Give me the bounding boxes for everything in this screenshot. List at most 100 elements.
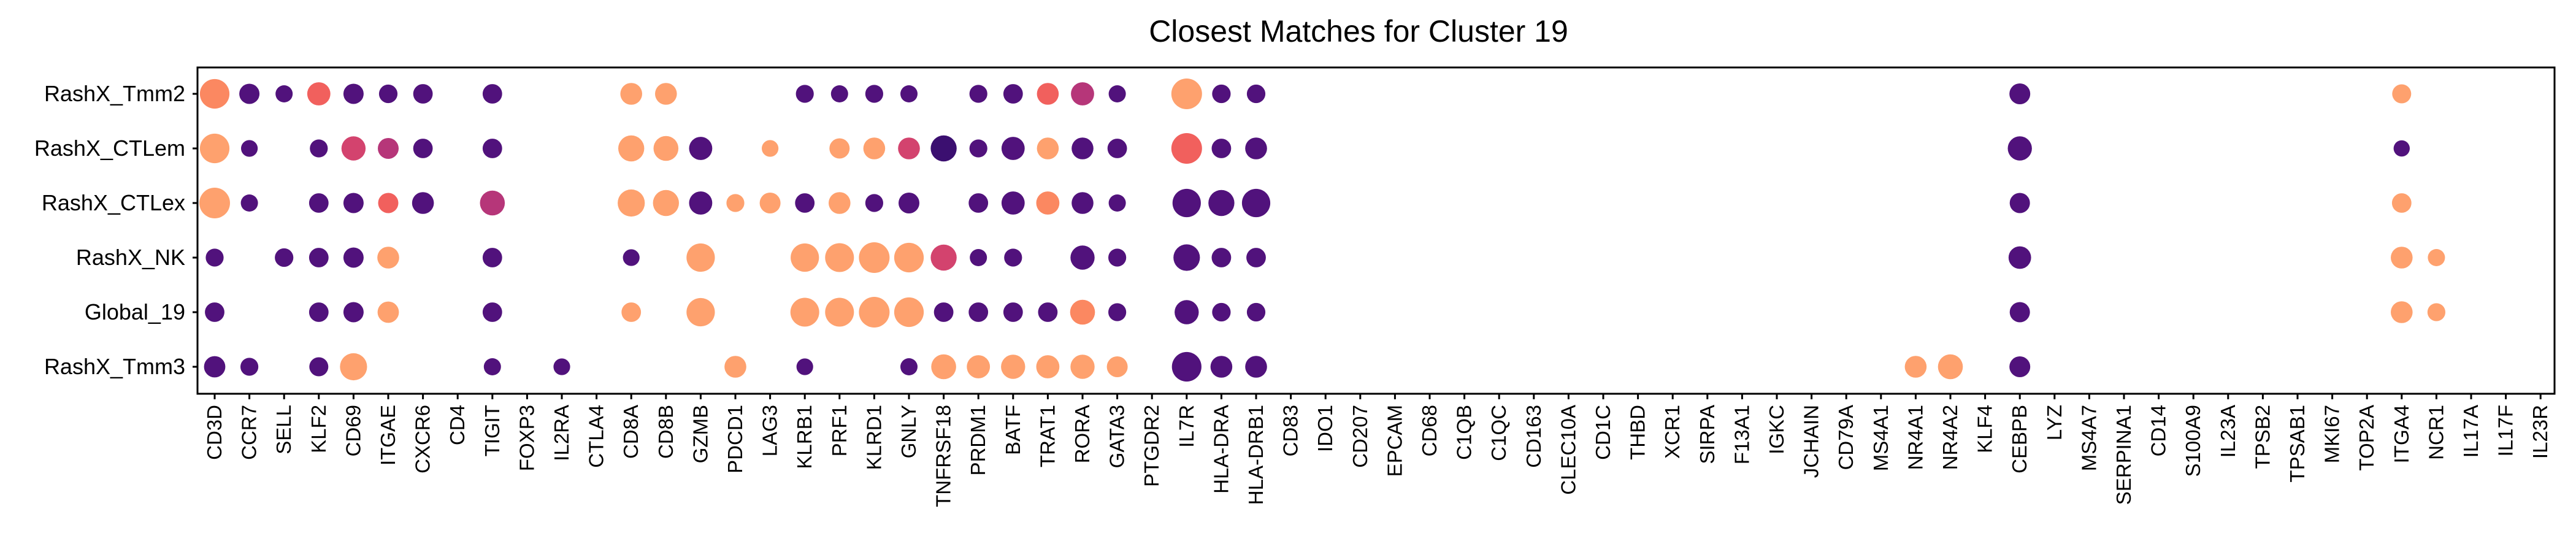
dot-point	[413, 139, 433, 158]
dot-point	[930, 135, 957, 162]
x-tick-label: CD3D	[203, 405, 226, 460]
dot-point	[655, 83, 677, 105]
dot-point	[309, 193, 329, 213]
dot-point	[378, 138, 399, 159]
dot-point	[1001, 191, 1025, 215]
dot-point	[2009, 193, 2030, 213]
dot-point	[1106, 356, 1128, 377]
dot-point	[205, 302, 224, 322]
x-tick-label: C1QC	[1487, 405, 1510, 461]
dot-point	[1904, 356, 1927, 378]
dot-point	[2393, 140, 2410, 157]
x-tick-label: LAG3	[759, 405, 781, 456]
dot-point	[377, 247, 399, 269]
dot-point	[310, 139, 328, 158]
dot-point	[1107, 139, 1127, 158]
dot-point	[791, 243, 819, 272]
dot-point	[653, 190, 680, 217]
dot-point	[1070, 355, 1095, 379]
x-tick-label: NCR1	[2425, 405, 2447, 460]
dot-point	[1211, 248, 1232, 267]
dot-point	[859, 242, 890, 273]
dot-point	[480, 190, 505, 216]
x-tick-label: CCR7	[238, 405, 261, 460]
x-tick-label: PRDM1	[967, 405, 989, 476]
dot-layer	[199, 79, 2445, 382]
dot-point	[2391, 301, 2413, 323]
x-tick-label: HLA-DRB1	[1244, 405, 1267, 505]
x-tick-label: HLA-DRA	[1209, 405, 1232, 494]
dot-point	[1071, 192, 1094, 214]
x-tick-label: MS4A7	[2077, 405, 2100, 471]
y-tick-label: RashX_CTLex	[42, 190, 185, 215]
dot-point	[1245, 356, 1267, 378]
x-tick-label: PDCD1	[724, 405, 746, 473]
dot-point	[483, 358, 501, 375]
x-tick-label: THBD	[1627, 405, 1649, 460]
dot-point	[1003, 302, 1023, 322]
dot-point	[343, 193, 364, 213]
dot-point	[967, 355, 991, 378]
x-tick-label: IL7R	[1175, 405, 1198, 448]
dot-point	[865, 85, 883, 103]
y-tick-label: RashX_CTLem	[34, 136, 185, 161]
x-tick-label: IGKC	[1765, 405, 1788, 454]
dot-point	[898, 137, 920, 159]
dot-point	[1070, 299, 1095, 325]
x-tick-label: MKI67	[2321, 405, 2344, 463]
x-tick-label: TNFRSF18	[932, 405, 955, 507]
x-tick-label: CXCR6	[412, 405, 434, 473]
x-tick-label: CEBPB	[2008, 405, 2031, 473]
x-tick-label: IL23A	[2217, 405, 2239, 458]
dot-point	[1037, 137, 1059, 159]
dot-point	[623, 249, 640, 266]
dot-point	[900, 85, 918, 102]
dot-point	[2391, 193, 2412, 213]
dot-point	[689, 137, 713, 160]
dot-point	[1038, 302, 1058, 322]
dot-point	[1108, 85, 1126, 102]
x-tick-label: TOP2A	[2355, 405, 2378, 471]
dot-point	[412, 192, 434, 214]
dot-point	[307, 82, 331, 105]
dot-point	[2428, 249, 2445, 266]
dot-point	[968, 193, 989, 213]
dot-point	[239, 83, 260, 104]
dot-point	[377, 301, 399, 323]
x-tick-label: KLRB1	[793, 405, 816, 469]
x-tick-label: RORA	[1071, 405, 1094, 463]
dot-point	[1212, 84, 1231, 104]
dot-point	[1246, 302, 1266, 322]
dot-point	[969, 139, 987, 158]
dot-point	[1071, 82, 1094, 105]
dot-point	[1246, 248, 1266, 267]
x-tick-label: GATA3	[1106, 405, 1129, 468]
dot-point	[1108, 303, 1127, 321]
x-tick-label: CD69	[342, 405, 364, 456]
dot-point	[341, 136, 366, 161]
y-axis: RashX_Tmm2 RashX_CTLem RashX_CTLex RashX_NK…	[34, 81, 197, 379]
dot-point	[1070, 245, 1095, 270]
dot-point	[2007, 136, 2032, 161]
x-tick-label: CD68	[1418, 405, 1441, 456]
x-tick-label: CD83	[1279, 405, 1302, 456]
dot-point	[620, 83, 642, 105]
x-tick-label: KLRD1	[862, 405, 885, 470]
dot-point	[1004, 248, 1022, 267]
dot-point	[1241, 188, 1271, 218]
dot-point	[618, 189, 645, 217]
dot-point	[1211, 139, 1232, 158]
x-tick-label: XCR1	[1661, 405, 1684, 459]
x-tick-label: ITGAE	[377, 405, 399, 466]
x-tick-label: JCHAIN	[1800, 405, 1823, 478]
x-tick-label: SIRPA	[1696, 405, 1719, 464]
x-axis: CD3D CCR7 SELL KLF2 CD69 ITGAE CXCR6 CD4 TIGIT FO…	[203, 394, 2551, 507]
dot-point	[1175, 300, 1199, 324]
y-tick-label: Global_19	[85, 299, 185, 324]
dot-point	[378, 193, 399, 213]
dot-point	[1246, 84, 1266, 104]
x-tick-label: FOXP3	[515, 405, 538, 471]
dot-point	[1037, 83, 1059, 105]
dot-point	[1173, 244, 1200, 271]
dot-point	[413, 84, 433, 104]
